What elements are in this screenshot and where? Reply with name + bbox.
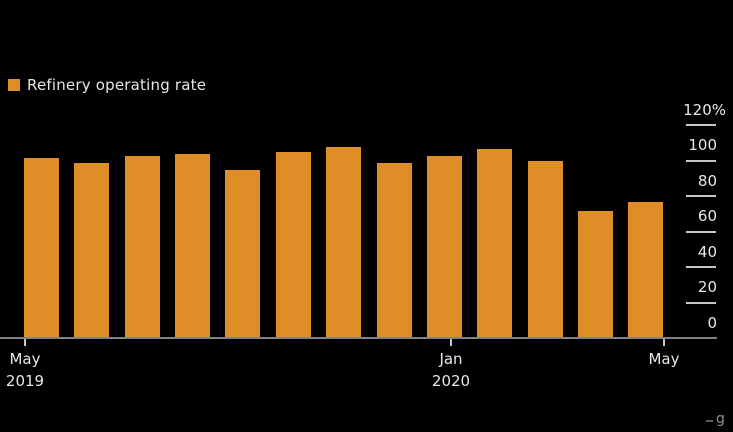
bar-may-2020 (628, 202, 663, 339)
x-axis-line (0, 337, 717, 339)
x-tick-line-may-2019 (24, 339, 26, 346)
x-tick-label-jan-2020: Jan 2020 (411, 348, 491, 392)
y-tick-label-0: 0 (707, 314, 717, 332)
x-tick-label-line1: May (648, 350, 680, 368)
bar-mar-2020 (528, 161, 563, 339)
y-tick-label-40: 40 (697, 243, 717, 261)
bar-oct-2019 (276, 152, 311, 339)
y-tick-line-60 (686, 231, 716, 233)
bar-jul-2019 (125, 156, 160, 339)
bar-dec-2019 (377, 163, 412, 339)
bar-jun-2019 (74, 163, 109, 339)
x-tick-label-line1: Jan (439, 350, 463, 368)
bar-may-2019 (24, 158, 59, 339)
watermark-dash (706, 420, 713, 422)
x-tick-label-may-2019: May 2019 (0, 348, 65, 392)
bar-feb-2020 (477, 149, 512, 339)
legend-swatch-icon (8, 79, 20, 91)
watermark-glyph: g (716, 412, 725, 427)
x-tick-label-may: May (624, 348, 704, 370)
y-tick-label-100: 100 (688, 136, 717, 154)
legend: Refinery operating rate (8, 76, 207, 94)
x-tick-label-line1: May (9, 350, 41, 368)
y-tick-label-80: 80 (697, 172, 717, 190)
x-tick-label-line2: 2019 (5, 372, 45, 390)
x-tick-line-may (663, 339, 665, 346)
x-tick-label-line2: 2020 (431, 372, 471, 390)
y-tick-line-100 (686, 160, 716, 162)
legend-label: Refinery operating rate (27, 76, 207, 94)
bar-aug-2019 (175, 154, 210, 339)
watermark-fragment: g (703, 412, 733, 432)
y-tick-label-20: 20 (697, 278, 717, 296)
y-tick-line-80 (686, 195, 716, 197)
bar-apr-2020 (578, 211, 613, 339)
x-tick-line-jan-2020 (450, 339, 452, 346)
y-tick-label-60: 60 (697, 207, 717, 225)
y-tick-line-120 (686, 124, 716, 126)
bar-sep-2019 (225, 170, 260, 339)
y-tick-line-40 (686, 266, 716, 268)
bar-jan-2020 (427, 156, 462, 339)
bar-nov-2019 (326, 147, 361, 339)
y-tick-line-20 (686, 302, 716, 304)
y-tick-label-120: 120% (683, 101, 726, 119)
